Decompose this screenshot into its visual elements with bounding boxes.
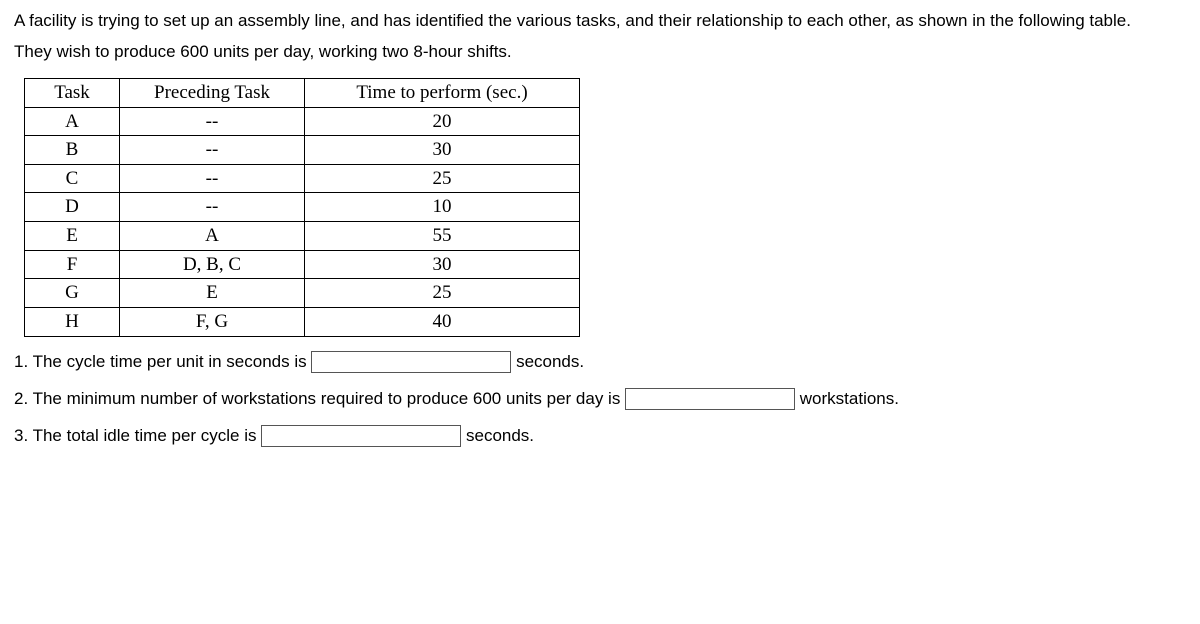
q2-text-pre: 2. The minimum number of workstations re… xyxy=(14,389,625,408)
q3-text-pre: 3. The total idle time per cycle is xyxy=(14,426,261,445)
table-row: B -- 30 xyxy=(25,136,580,165)
col-header-time: Time to perform (sec.) xyxy=(305,78,580,107)
workstations-input[interactable] xyxy=(625,388,795,410)
cell-preceding: E xyxy=(120,279,305,308)
question-1: 1. The cycle time per unit in seconds is… xyxy=(14,351,1186,374)
intro-paragraph-2: They wish to produce 600 units per day, … xyxy=(14,41,1186,64)
cell-time: 40 xyxy=(305,308,580,337)
table-row: A -- 20 xyxy=(25,107,580,136)
cell-task: H xyxy=(25,308,120,337)
table-row: G E 25 xyxy=(25,279,580,308)
cell-task: F xyxy=(25,250,120,279)
cell-preceding: A xyxy=(120,222,305,251)
cell-task: D xyxy=(25,193,120,222)
q1-text-post: seconds. xyxy=(516,352,584,371)
cell-time: 20 xyxy=(305,107,580,136)
q3-text-post: seconds. xyxy=(466,426,534,445)
col-header-preceding: Preceding Task xyxy=(120,78,305,107)
intro-paragraph-1: A facility is trying to set up an assemb… xyxy=(14,10,1186,33)
cell-preceding: -- xyxy=(120,136,305,165)
table-row: E A 55 xyxy=(25,222,580,251)
cell-preceding: -- xyxy=(120,164,305,193)
idle-time-input[interactable] xyxy=(261,425,461,447)
table-row: H F, G 40 xyxy=(25,308,580,337)
q2-text-post: workstations. xyxy=(800,389,899,408)
cell-time: 25 xyxy=(305,164,580,193)
table-header-row: Task Preceding Task Time to perform (sec… xyxy=(25,78,580,107)
cell-time: 30 xyxy=(305,136,580,165)
cell-preceding: -- xyxy=(120,193,305,222)
cycle-time-input[interactable] xyxy=(311,351,511,373)
table-row: D -- 10 xyxy=(25,193,580,222)
cell-task: E xyxy=(25,222,120,251)
question-2: 2. The minimum number of workstations re… xyxy=(14,388,1186,411)
cell-preceding: D, B, C xyxy=(120,250,305,279)
cell-task: C xyxy=(25,164,120,193)
tasks-table: Task Preceding Task Time to perform (sec… xyxy=(24,78,580,337)
q1-text-pre: 1. The cycle time per unit in seconds is xyxy=(14,352,311,371)
cell-time: 10 xyxy=(305,193,580,222)
cell-preceding: -- xyxy=(120,107,305,136)
cell-time: 55 xyxy=(305,222,580,251)
table-row: F D, B, C 30 xyxy=(25,250,580,279)
cell-time: 25 xyxy=(305,279,580,308)
question-3: 3. The total idle time per cycle is seco… xyxy=(14,425,1186,448)
cell-task: G xyxy=(25,279,120,308)
cell-preceding: F, G xyxy=(120,308,305,337)
table-row: C -- 25 xyxy=(25,164,580,193)
cell-task: A xyxy=(25,107,120,136)
cell-time: 30 xyxy=(305,250,580,279)
cell-task: B xyxy=(25,136,120,165)
col-header-task: Task xyxy=(25,78,120,107)
